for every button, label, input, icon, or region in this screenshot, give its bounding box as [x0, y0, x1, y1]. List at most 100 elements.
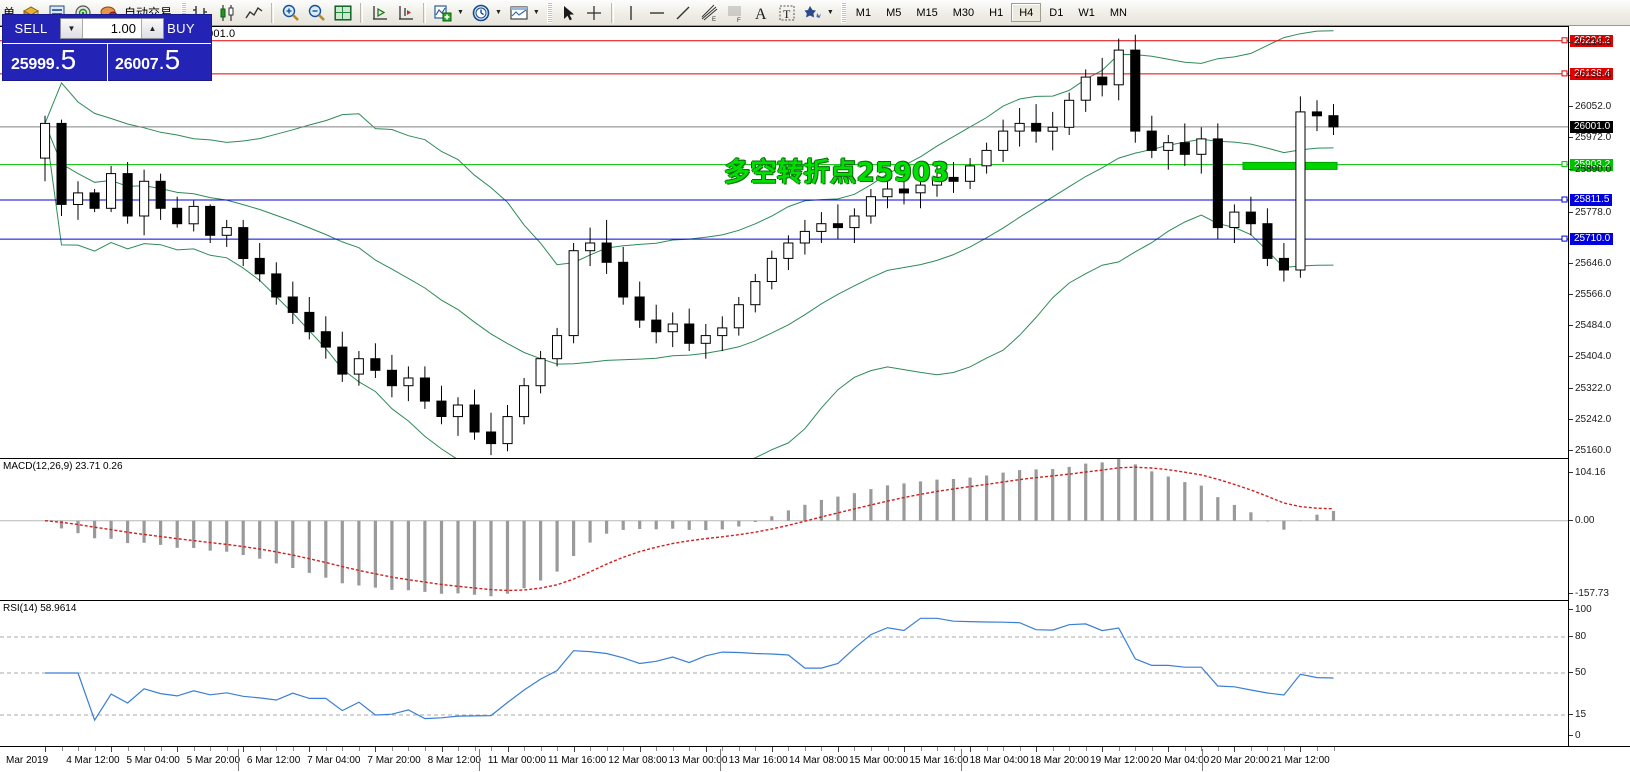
- price-scale[interactable]: 26224.2 26218.6 26138.4 26133.6 26052.0 26001…: [1568, 26, 1630, 746]
- time-axis-label: 6 Mar 12:00: [246, 755, 301, 766]
- line-chart-icon[interactable]: [241, 1, 267, 25]
- svg-text:T: T: [783, 7, 791, 21]
- price-tick-label: 25404.0: [1569, 351, 1611, 362]
- time-axis-separator: [1201, 749, 1203, 771]
- svg-text:A: A: [755, 6, 767, 23]
- channel-icon[interactable]: F: [722, 1, 748, 25]
- time-axis-label: 18 Mar 04:00: [969, 755, 1029, 766]
- price-tick-label: 25778.0: [1569, 207, 1611, 218]
- text-label-icon[interactable]: A: [748, 1, 774, 25]
- toolbar-gripper[interactable]: [840, 2, 846, 23]
- horizontal-line-icon[interactable]: [644, 1, 670, 25]
- volume-input[interactable]: 1.00: [83, 19, 141, 38]
- time-axis-separator: [719, 749, 721, 771]
- rsi-pane[interactable]: RSI(14) 58.9614: [0, 600, 1568, 746]
- sell-price[interactable]: 25999 . 5: [11, 45, 76, 75]
- rsi-tick-label: 15: [1569, 709, 1586, 720]
- price-chart-svg: [0, 30, 1568, 459]
- price-pane[interactable]: [0, 26, 1568, 459]
- buy-price[interactable]: 26007 . 5: [115, 45, 180, 75]
- svg-text:E: E: [712, 17, 716, 23]
- timeframe-d1[interactable]: D1: [1049, 6, 1064, 19]
- tile-windows-icon[interactable]: [330, 1, 356, 25]
- templates-icon[interactable]: [506, 1, 532, 25]
- timeframe-h1[interactable]: H1: [989, 6, 1004, 19]
- time-axis-label: 15 Mar 00:00: [849, 755, 909, 766]
- period-dropdown-icon[interactable]: ▼: [494, 9, 502, 16]
- price-tick-label: 25484.0: [1569, 320, 1611, 331]
- macd-pane[interactable]: MACD(12,26,9) 23.71 0.26: [0, 458, 1568, 600]
- timeframe-m15[interactable]: M15: [916, 6, 938, 19]
- timeframe-h4[interactable]: H4: [1011, 3, 1042, 22]
- toolbar-gripper[interactable]: [546, 2, 552, 23]
- time-axis-label: 20 Mar 20:00: [1210, 755, 1270, 766]
- auto-scroll-icon[interactable]: [367, 1, 393, 25]
- trendline-icon[interactable]: [670, 1, 696, 25]
- time-axis-label: 7 Mar 04:00: [307, 755, 361, 766]
- price-badge[interactable]: 25710.0: [1570, 233, 1614, 246]
- time-axis[interactable]: Mar 2019 4 Mar 12:00 5 Mar 04:00 5 Mar 20:0…: [0, 746, 1630, 772]
- price-tick-label: 26052.0: [1569, 101, 1611, 112]
- time-axis-label: 18 Mar 20:00: [1029, 755, 1089, 766]
- volume-stepper[interactable]: ▼ 1.00 ▲: [60, 18, 164, 39]
- sell-price-integer: 25999: [11, 56, 55, 73]
- sell-button[interactable]: SELL: [14, 20, 48, 36]
- time-axis-label: 7 Mar 20:00: [367, 755, 421, 766]
- time-axis-label: 5 Mar 20:00: [186, 755, 241, 766]
- vertical-line-icon[interactable]: [618, 1, 644, 25]
- zoom-in-icon[interactable]: [278, 1, 304, 25]
- time-axis-label: 20 Mar 04:00: [1150, 755, 1210, 766]
- volume-increment-icon[interactable]: ▲: [141, 19, 163, 38]
- zoom-out-icon[interactable]: [304, 1, 330, 25]
- text-icon[interactable]: T: [774, 1, 800, 25]
- shapes-icon[interactable]: [800, 1, 826, 25]
- time-tick-marks: [0, 747, 1568, 752]
- price-tick-label: 25160.0: [1569, 445, 1611, 456]
- price-badge[interactable]: 26138.4: [1570, 67, 1614, 80]
- volume-decrement-icon[interactable]: ▼: [61, 19, 83, 38]
- macd-tick-label: 104.16: [1569, 467, 1606, 478]
- templates-dropdown-icon[interactable]: ▼: [532, 9, 540, 16]
- buy-price-separator: .: [159, 56, 164, 73]
- timeframe-m5[interactable]: M5: [886, 6, 902, 19]
- price-badge[interactable]: 26224.2: [1570, 34, 1614, 47]
- buy-button[interactable]: BUY: [167, 20, 195, 36]
- crosshair-icon[interactable]: [581, 1, 607, 25]
- time-axis-label: 13 Mar 00:00: [668, 755, 728, 766]
- timeframe-mn[interactable]: MN: [1109, 6, 1127, 19]
- chart-canvas-area[interactable]: ▲DJ30, H4 25989.0 26010.0 25983.0 26001.…: [0, 26, 1630, 772]
- time-axis-label: 19 Mar 12:00: [1090, 755, 1150, 766]
- buy-price-integer: 26007: [115, 56, 159, 73]
- time-axis-label: 8 Mar 12:00: [427, 755, 481, 766]
- timeframe-m30[interactable]: M30: [952, 6, 975, 19]
- toolbar-separator: [423, 2, 427, 23]
- price-tick-label: 26218.6: [1569, 37, 1611, 48]
- time-axis-separator: [960, 749, 962, 771]
- macd-tick-label: -157.73: [1569, 588, 1609, 599]
- toolbar-gripper[interactable]: [181, 2, 187, 23]
- cursor-icon[interactable]: [555, 1, 581, 25]
- price-divider: [107, 44, 108, 81]
- indicators-dropdown-icon[interactable]: ▼: [457, 9, 464, 16]
- chart-shift-icon[interactable]: [393, 1, 419, 25]
- trade-panel-prices: 25999 . 5 26007 . 5: [3, 43, 211, 81]
- one-click-trading-panel[interactable]: SELL ▼ 1.00 ▲ BUY 25999 . 5 26007 . 5: [3, 15, 211, 81]
- price-badge[interactable]: 25811.5: [1570, 193, 1613, 206]
- toolbar-separator: [271, 2, 275, 23]
- time-axis-label: 5 Mar 04:00: [126, 755, 180, 766]
- candlestick-chart-icon[interactable]: [215, 1, 241, 25]
- sell-price-separator: .: [55, 56, 60, 73]
- price-badge[interactable]: 26001.0: [1570, 120, 1614, 133]
- rsi-chart-svg: [0, 617, 1568, 722]
- rsi-label: RSI(14) 58.9614: [3, 603, 77, 614]
- timeframe-m1[interactable]: M1: [855, 6, 872, 19]
- price-tick-label: 25322.0: [1569, 383, 1611, 394]
- shapes-dropdown-icon[interactable]: ▼: [826, 9, 834, 16]
- timeframe-w1[interactable]: W1: [1078, 6, 1095, 19]
- fibonacci-icon[interactable]: E: [696, 1, 722, 25]
- price-badge[interactable]: 25903.2: [1570, 158, 1614, 171]
- indicators-icon[interactable]: [430, 1, 456, 25]
- period-icon[interactable]: [468, 1, 494, 25]
- price-tick-label: 25566.0: [1569, 289, 1611, 300]
- chart-annotation-text[interactable]: 多空转折点25903: [724, 158, 950, 188]
